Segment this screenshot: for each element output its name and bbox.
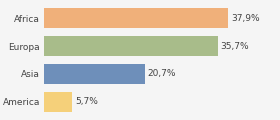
Bar [44,64,145,84]
Bar [44,8,228,28]
Text: 5,7%: 5,7% [75,97,98,106]
Text: 35,7%: 35,7% [220,42,249,51]
Bar [44,92,72,112]
Bar [44,36,218,56]
Text: 37,9%: 37,9% [231,14,260,23]
Text: 20,7%: 20,7% [148,69,176,78]
